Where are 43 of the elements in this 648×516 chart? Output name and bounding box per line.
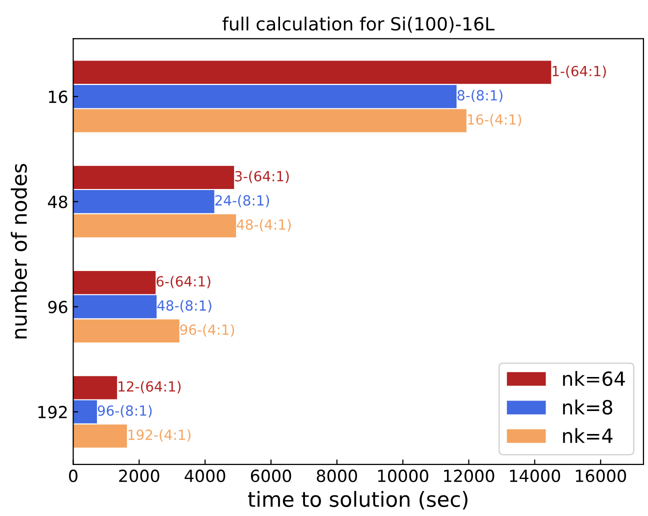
bar <box>73 400 97 424</box>
x-tick-label: 12000 <box>444 470 494 482</box>
x-tick-label: 2000 <box>119 470 160 482</box>
data-label: 96-(4:1) <box>180 324 234 337</box>
data-label: 48-(8:1) <box>157 300 212 312</box>
bar <box>73 376 118 400</box>
y-tick-label: 48 <box>48 196 68 208</box>
legend-label: nk=8 <box>563 400 612 415</box>
bar <box>73 109 466 132</box>
data-label: 6-(64:1) <box>156 276 210 288</box>
bar <box>73 190 214 214</box>
x-axis-title: time to solution (sec) <box>248 490 468 510</box>
y-tick-label: 96 <box>48 300 68 314</box>
data-label: 192-(4:1) <box>128 429 190 442</box>
bar <box>73 84 457 108</box>
data-label: 96-(8:1) <box>98 405 152 418</box>
data-label: 3-(64:1) <box>235 170 289 184</box>
legend-label: nk=64 <box>563 371 625 386</box>
data-label: 1-(64:1) <box>552 66 606 78</box>
x-tick-label: 6000 <box>250 470 292 482</box>
chart-title: full calculation for Si(100)-16L <box>222 16 494 33</box>
y-axis-title: number of nodes <box>10 164 27 338</box>
data-label: 16-(4:1) <box>468 114 522 126</box>
data-label: 12-(64:1) <box>118 380 181 394</box>
bar <box>73 270 156 294</box>
data-label: 24-(8:1) <box>215 194 269 208</box>
x-tick-label: 0 <box>69 470 78 482</box>
bar <box>73 166 234 190</box>
x-tick-label: 14000 <box>510 470 560 482</box>
x-tick-label: 10000 <box>378 470 428 482</box>
data-label: 48-(4:1) <box>236 219 291 232</box>
y-tick-label: 16 <box>48 90 68 104</box>
x-tick-label: 16000 <box>576 470 626 482</box>
bar <box>73 214 236 238</box>
y-tick-label: 192 <box>38 406 67 418</box>
bar <box>73 319 180 342</box>
x-tick-label: 8000 <box>316 470 358 482</box>
data-label: 8-(8:1) <box>458 90 502 102</box>
bar <box>73 60 552 84</box>
legend-label: nk=4 <box>563 428 612 443</box>
bar <box>73 295 157 318</box>
x-tick-label: 4000 <box>184 470 226 482</box>
bar <box>73 424 127 448</box>
